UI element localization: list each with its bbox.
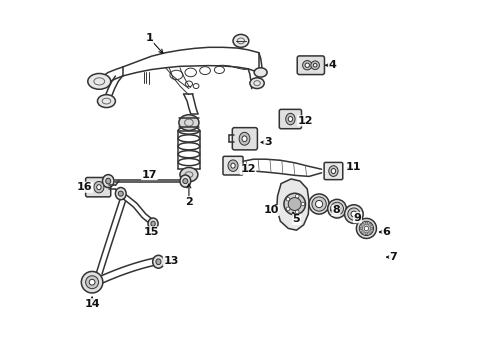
Ellipse shape (183, 179, 187, 184)
Text: 12: 12 (297, 116, 313, 126)
Circle shape (327, 199, 346, 218)
Circle shape (364, 226, 368, 230)
Ellipse shape (230, 163, 235, 168)
FancyBboxPatch shape (279, 109, 301, 129)
Text: 10: 10 (263, 206, 279, 216)
Circle shape (311, 197, 325, 211)
Text: 17: 17 (142, 170, 157, 180)
Circle shape (85, 276, 99, 289)
Ellipse shape (118, 191, 123, 196)
Ellipse shape (97, 185, 101, 190)
Circle shape (295, 194, 299, 198)
Text: 7: 7 (388, 252, 396, 262)
Ellipse shape (239, 132, 249, 145)
Circle shape (285, 197, 289, 201)
Ellipse shape (249, 78, 264, 89)
Circle shape (368, 230, 371, 233)
Circle shape (89, 279, 95, 285)
Ellipse shape (305, 63, 309, 67)
Text: 2: 2 (184, 197, 192, 207)
Text: 3: 3 (264, 138, 271, 147)
Ellipse shape (330, 168, 335, 174)
Circle shape (350, 211, 356, 217)
FancyBboxPatch shape (223, 156, 243, 175)
Circle shape (369, 227, 372, 230)
Circle shape (81, 271, 102, 293)
Circle shape (359, 227, 362, 230)
Text: 9: 9 (353, 213, 361, 222)
Text: 11: 11 (346, 162, 361, 172)
Ellipse shape (313, 63, 316, 67)
Circle shape (364, 222, 367, 225)
Ellipse shape (94, 181, 104, 193)
Text: 1: 1 (145, 33, 153, 43)
Circle shape (330, 202, 343, 215)
Ellipse shape (227, 160, 238, 171)
Circle shape (361, 224, 364, 226)
Ellipse shape (105, 178, 110, 184)
Circle shape (364, 232, 367, 235)
Circle shape (301, 202, 304, 206)
Ellipse shape (254, 68, 266, 77)
Text: 4: 4 (328, 60, 336, 70)
FancyBboxPatch shape (232, 128, 257, 150)
Ellipse shape (88, 73, 110, 89)
Ellipse shape (102, 175, 114, 188)
Ellipse shape (152, 255, 164, 268)
Ellipse shape (97, 95, 115, 108)
Text: 15: 15 (143, 227, 159, 237)
Text: 13: 13 (163, 256, 178, 266)
Circle shape (356, 219, 376, 238)
Circle shape (285, 207, 289, 211)
Ellipse shape (156, 259, 161, 265)
Circle shape (361, 230, 364, 233)
Ellipse shape (302, 60, 311, 70)
Ellipse shape (328, 166, 337, 176)
Circle shape (287, 198, 301, 211)
Ellipse shape (151, 221, 155, 226)
Ellipse shape (179, 115, 199, 131)
Text: 5: 5 (292, 215, 300, 224)
Text: 8: 8 (331, 206, 339, 216)
FancyBboxPatch shape (324, 162, 342, 180)
Circle shape (295, 210, 299, 214)
Polygon shape (276, 179, 308, 230)
Text: 14: 14 (84, 299, 100, 309)
Circle shape (359, 221, 373, 235)
Ellipse shape (287, 117, 292, 122)
Circle shape (347, 208, 359, 220)
Ellipse shape (148, 218, 158, 229)
Circle shape (368, 224, 371, 226)
Circle shape (308, 194, 328, 214)
FancyBboxPatch shape (85, 177, 110, 197)
FancyBboxPatch shape (297, 56, 324, 75)
Circle shape (284, 193, 305, 215)
Circle shape (315, 201, 322, 208)
Ellipse shape (285, 113, 294, 125)
Ellipse shape (310, 61, 319, 69)
Ellipse shape (233, 35, 248, 47)
Text: 16: 16 (77, 182, 93, 192)
Ellipse shape (180, 167, 198, 182)
Text: 6: 6 (382, 227, 389, 237)
Ellipse shape (242, 136, 246, 141)
Text: 12: 12 (240, 164, 255, 174)
Ellipse shape (115, 188, 126, 200)
Circle shape (344, 205, 363, 224)
Circle shape (333, 206, 339, 212)
Ellipse shape (180, 175, 190, 187)
